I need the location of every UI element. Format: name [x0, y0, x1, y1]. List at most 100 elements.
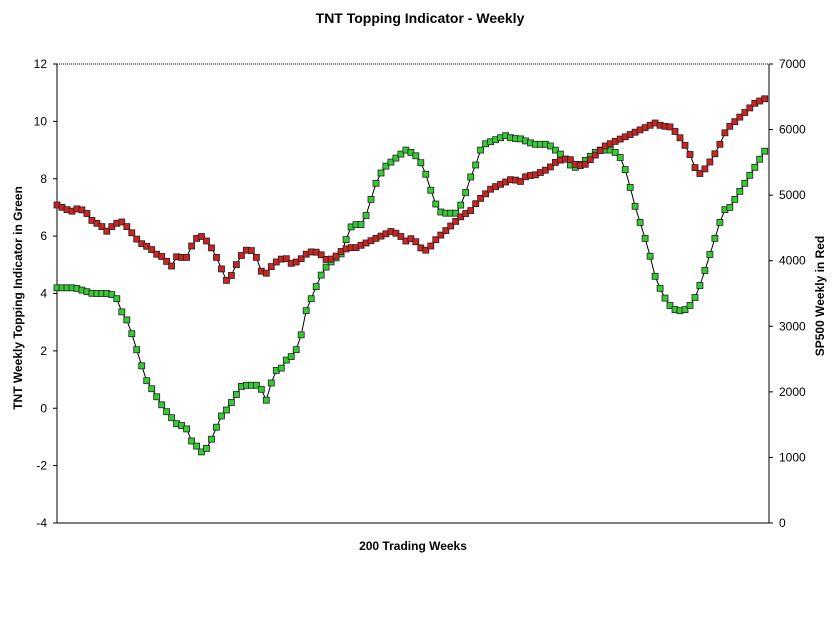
sp500-data-point	[437, 231, 445, 239]
tnt-series	[53, 132, 769, 456]
sp500-data-point	[198, 233, 205, 240]
tnt-data-point	[342, 236, 350, 244]
axis-ticks: 12 10 8 6 4 2 0 -2 -4 7000 6000 5000 4000 3000 2000 100…	[34, 57, 806, 530]
tnt-data-point	[213, 423, 220, 431]
sp500-data-point	[482, 190, 490, 198]
tnt-data-point	[133, 346, 141, 354]
tnt-data-point	[761, 147, 769, 155]
sp500-data-point	[477, 194, 485, 202]
tnt-data-point	[457, 201, 465, 209]
y-tick-label-left: 8	[40, 172, 47, 186]
sp500-data-point	[701, 165, 709, 173]
sp500-data-point	[567, 156, 574, 164]
tnt-data-point	[626, 183, 634, 191]
y-tick-label-left: 4	[40, 287, 47, 301]
tnt-data-point	[267, 379, 275, 387]
tnt-data-point	[397, 150, 405, 158]
sp500-data-point	[736, 113, 744, 121]
tnt-data-point	[756, 155, 764, 163]
tnt-data-point	[218, 412, 225, 420]
tnt-data-point	[302, 307, 310, 315]
sp500-data-point	[681, 141, 689, 149]
tnt-data-point	[357, 221, 365, 229]
tnt-data-point	[168, 414, 176, 422]
tnt-data-point	[143, 377, 151, 385]
tnt-data-point	[467, 173, 475, 181]
tnt-data-point	[701, 267, 709, 274]
y-tick-label-left: 12	[34, 57, 48, 71]
sp500-data-point	[442, 227, 450, 235]
sp500-data-point	[412, 238, 420, 246]
sp500-data-point	[726, 122, 734, 130]
sp500-data-point	[596, 147, 604, 155]
tnt-data-point	[412, 152, 420, 160]
sp500-data-point	[232, 261, 240, 269]
sp500-data-point	[422, 246, 430, 254]
tnt-data-point	[223, 406, 230, 414]
y-tick-label-left: 6	[40, 229, 47, 243]
tnt-data-point	[706, 251, 714, 258]
tnt-data-point	[203, 444, 210, 452]
tnt-data-point	[611, 148, 619, 156]
sp500-data-point	[123, 223, 131, 231]
sp500-data-point	[227, 272, 235, 279]
tnt-data-point	[417, 159, 425, 167]
sp500-data-point	[746, 104, 754, 112]
sp500-data-point	[671, 128, 679, 135]
sp500-data-point	[317, 251, 325, 259]
y-axis-label-left: TNT Weekly Topping Indicator in Green	[11, 186, 25, 410]
tnt-data-point	[367, 195, 375, 203]
tnt-data-point	[651, 272, 659, 280]
tnt-data-point	[287, 353, 295, 361]
y-tick-label-right: 7000	[779, 57, 806, 71]
sp500-series	[53, 95, 769, 284]
tnt-data-point	[686, 302, 694, 309]
tnt-data-point	[307, 295, 315, 303]
sp500-data-point	[731, 118, 739, 126]
tnt-data-point	[128, 330, 136, 338]
x-axis-label: 200 Trading Weeks	[359, 539, 467, 553]
sp500-data-point	[203, 237, 210, 245]
sp500-data-point	[547, 163, 554, 171]
tnt-data-point	[262, 396, 270, 404]
sp500-data-point	[721, 129, 729, 137]
tnt-data-point	[312, 283, 320, 291]
tnt-data-point	[392, 154, 400, 162]
sp500-data-point	[78, 206, 86, 214]
sp500-data-point	[282, 255, 290, 263]
y-axis-label-right: SP500 Weekly in Red	[813, 236, 827, 357]
sp500-data-point	[447, 222, 455, 230]
tnt-data-point	[362, 212, 370, 219]
tnt-data-point	[138, 362, 146, 370]
sp500-data-point	[103, 227, 111, 235]
tnt-data-point	[641, 234, 649, 242]
tnt-data-point	[726, 203, 734, 211]
sp500-data-point	[591, 151, 599, 159]
sp500-data-point	[741, 109, 749, 116]
sp500-data-point	[98, 223, 106, 231]
tnt-data-point	[377, 169, 385, 177]
y-tick-label-left: 2	[40, 344, 47, 358]
sp500-data-point	[397, 233, 405, 240]
sp500-data-point	[262, 269, 270, 277]
tnt-data-point	[736, 187, 744, 195]
tnt-data-point	[666, 302, 674, 309]
tnt-data-point	[118, 308, 126, 316]
tnt-data-point	[153, 393, 161, 401]
sp500-data-point	[686, 151, 694, 158]
tnt-data-point	[552, 146, 559, 154]
y-tick-label-right: 5000	[779, 188, 806, 202]
sp500-data-point	[223, 276, 230, 284]
sp500-data-point	[168, 262, 176, 270]
sp500-data-point	[252, 253, 260, 261]
tnt-data-point	[372, 179, 380, 187]
sp500-data-point	[148, 246, 156, 254]
sp500-data-point	[158, 253, 166, 260]
sp500-data-point	[666, 123, 674, 131]
sp500-data-point	[208, 244, 215, 252]
tnt-data-point	[407, 148, 415, 156]
y-tick-label-right: 6000	[779, 123, 806, 137]
sp500-data-point	[452, 217, 460, 225]
sp500-data-point	[676, 134, 684, 142]
sp500-data-point	[218, 265, 225, 273]
